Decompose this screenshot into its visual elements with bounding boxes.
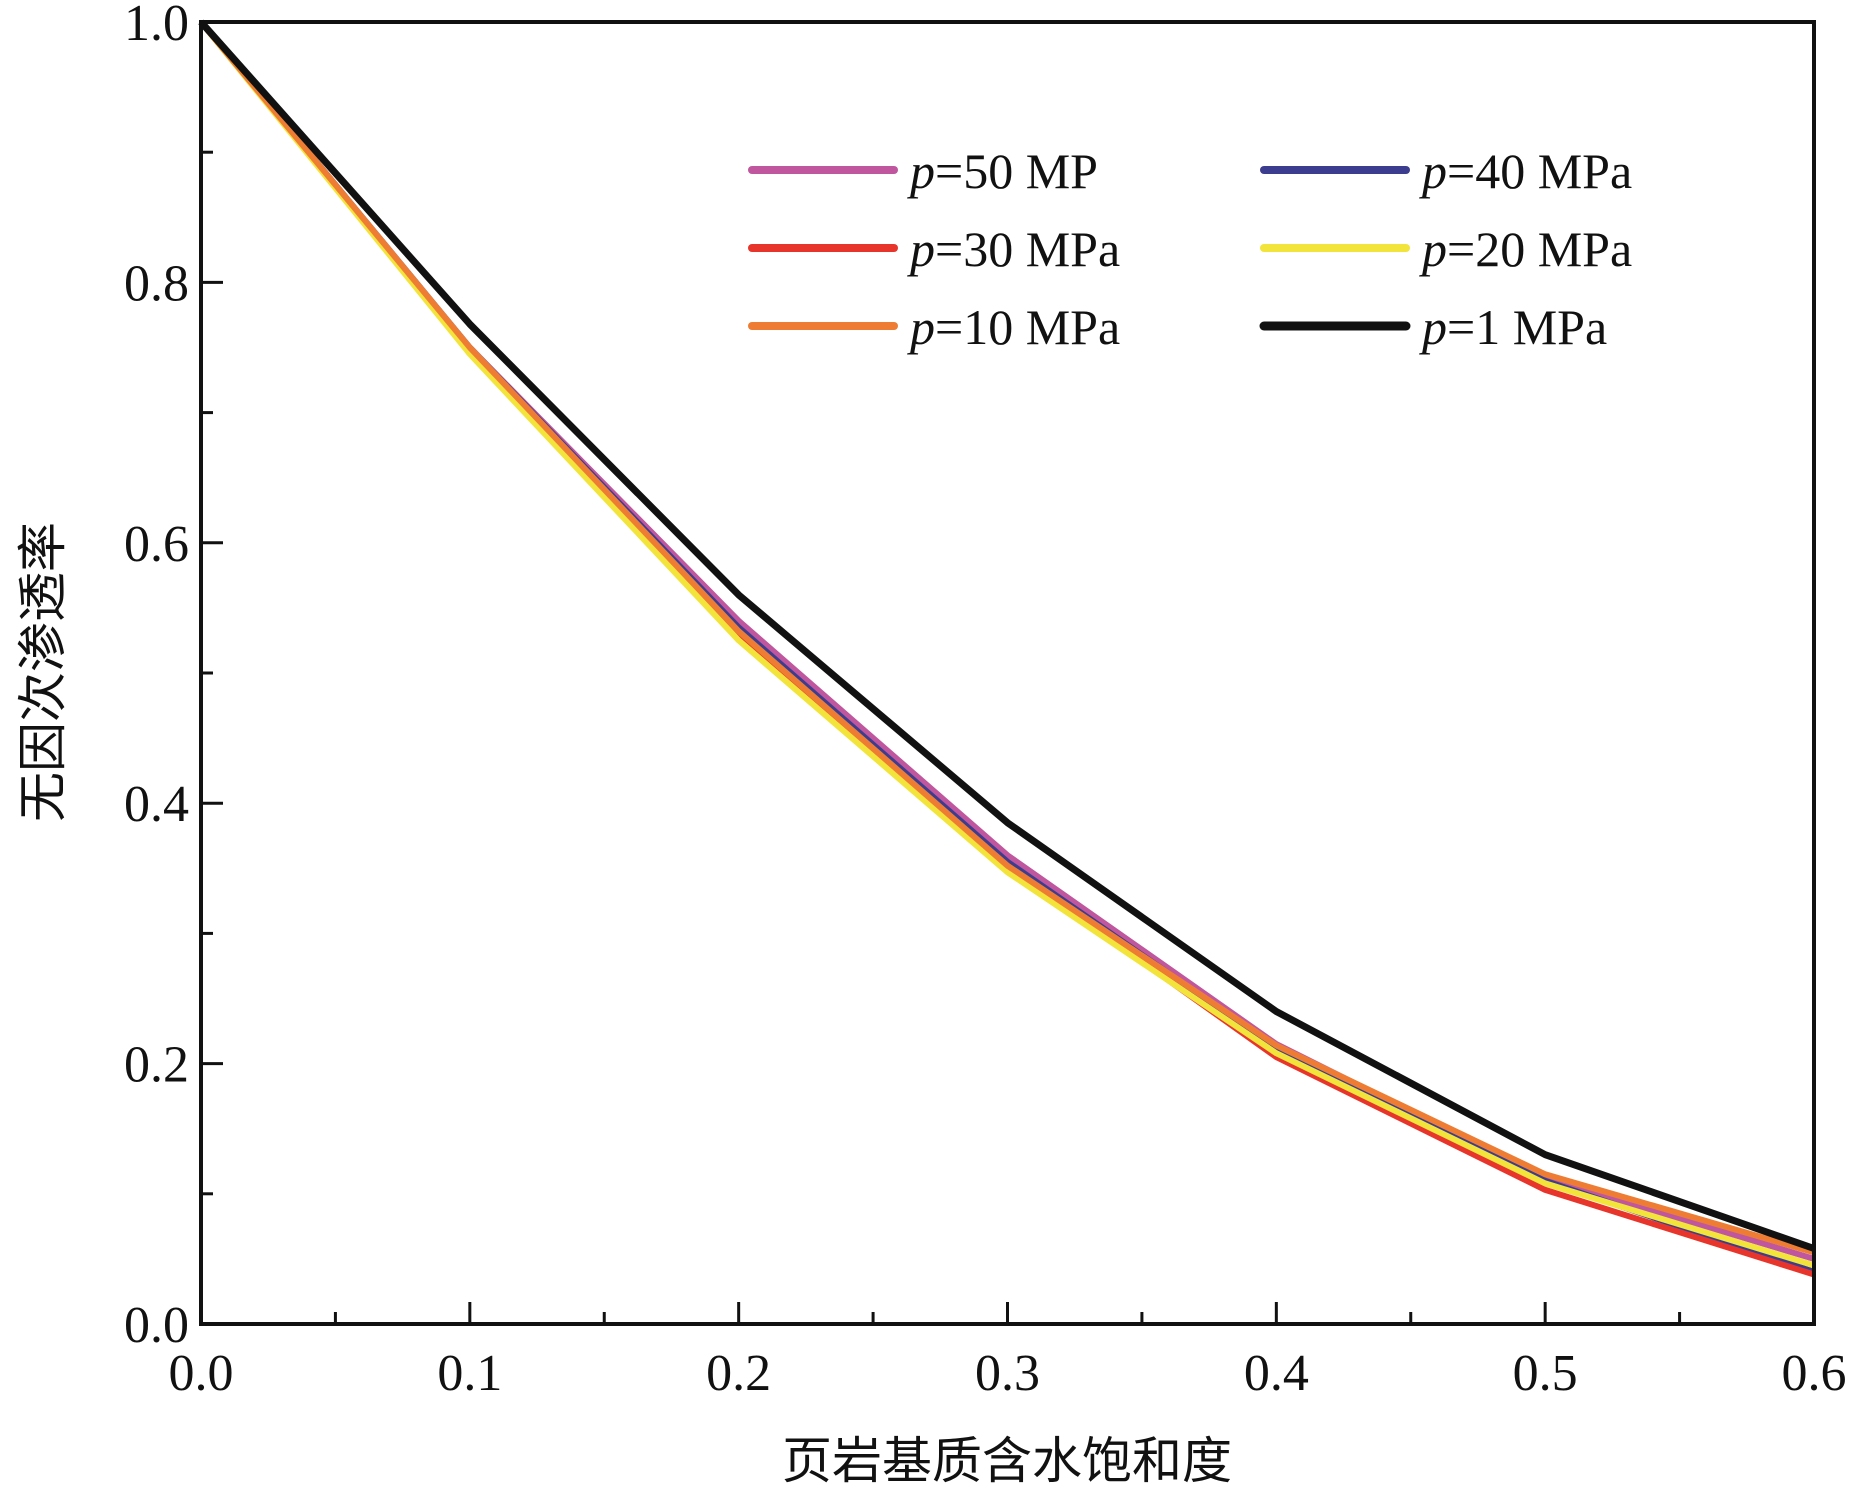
series-line-0 <box>198 20 1815 1262</box>
x-tick-label: 0.4 <box>1244 1345 1309 1402</box>
x-tick-label: 0.3 <box>975 1345 1040 1402</box>
x-axis-title: 页岩基质含水饱和度 <box>782 1432 1232 1488</box>
x-tick-label: 0.1 <box>437 1345 502 1402</box>
legend-label-1: p=40 MPa <box>1419 143 1632 199</box>
legend-label-5: p=1 MPa <box>1419 299 1607 355</box>
legend: p=50 MP p=40 MPa p=30 MPa p=20 MPa p=10 MPa p… <box>748 143 1632 355</box>
y-tick-label: 0.4 <box>124 776 189 833</box>
x-tick-label: 0.6 <box>1782 1345 1847 1402</box>
series-line-3 <box>198 20 1815 1269</box>
x-tick-label: 0.0 <box>169 1345 234 1402</box>
legend-label-2: p=30 MPa <box>907 221 1120 277</box>
plot-frame <box>199 20 1816 1326</box>
y-axis-title: 无因次渗透率 <box>14 522 72 822</box>
x-tick-label: 0.2 <box>706 1345 771 1402</box>
legend-label-0: p=50 MP <box>907 143 1098 199</box>
y-tick-label: 0.6 <box>124 516 189 573</box>
y-tick-label: 0.0 <box>124 1297 189 1354</box>
series-line-2 <box>198 20 1815 1278</box>
legend-label-4: p=10 MPa <box>907 299 1120 355</box>
y-tick-label: 1.0 <box>124 0 189 52</box>
legend-label-3: p=20 MPa <box>1419 221 1632 277</box>
tick-layer: 0.0 0.1 0.2 0.3 0.4 0.5 0.6 0.0 0.2 0.4 0.6 0.8 1.0 <box>124 0 1847 1402</box>
series-line-4 <box>198 20 1815 1256</box>
series-line-5 <box>198 19 1816 1252</box>
x-tick-label: 0.5 <box>1513 1345 1578 1402</box>
y-tick-label: 0.8 <box>124 255 189 312</box>
series-line-1 <box>198 20 1815 1275</box>
series-layer <box>198 19 1816 1278</box>
y-tick-label: 0.2 <box>124 1037 189 1094</box>
